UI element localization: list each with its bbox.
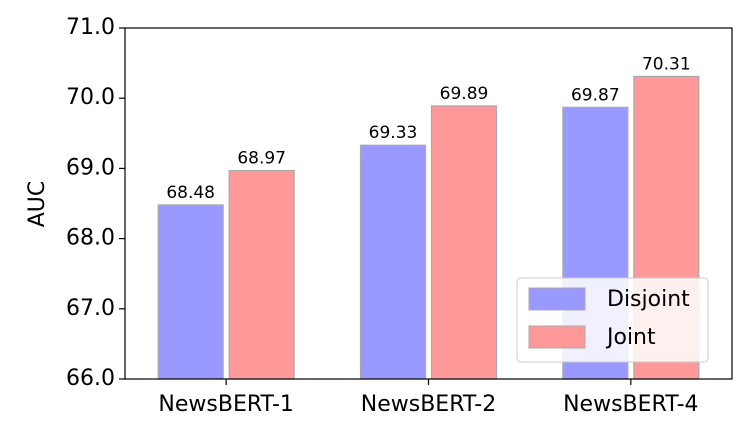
y-tick-label: 70.0 [66, 85, 115, 110]
x-tick-label: NewsBERT-2 [361, 392, 496, 417]
value-label: 69.87 [571, 85, 620, 105]
legend-label: Disjoint [607, 287, 690, 312]
value-label: 68.48 [166, 183, 215, 203]
legend-label: Joint [605, 325, 656, 350]
bar [359, 144, 427, 380]
y-tick-label: 66.0 [66, 366, 115, 391]
value-label: 69.89 [440, 84, 489, 104]
bar [157, 204, 224, 380]
legend-swatch [528, 287, 586, 311]
plot-frame [124, 27, 733, 380]
y-axis-label: AUC [25, 181, 50, 228]
y-tick-label: 68.0 [66, 226, 115, 251]
x-tick-label: NewsBERT-4 [563, 392, 698, 417]
value-label: 69.33 [369, 123, 418, 143]
x-tick-label: NewsBERT-1 [158, 392, 293, 417]
bar [228, 169, 295, 380]
bar [430, 105, 498, 380]
y-tick-label: 71.0 [66, 15, 115, 40]
legend-swatch [528, 325, 586, 349]
y-tick-label: 69.0 [66, 155, 115, 180]
value-label: 68.97 [237, 149, 286, 169]
y-tick-label: 67.0 [66, 296, 115, 321]
value-label: 70.31 [642, 54, 691, 74]
